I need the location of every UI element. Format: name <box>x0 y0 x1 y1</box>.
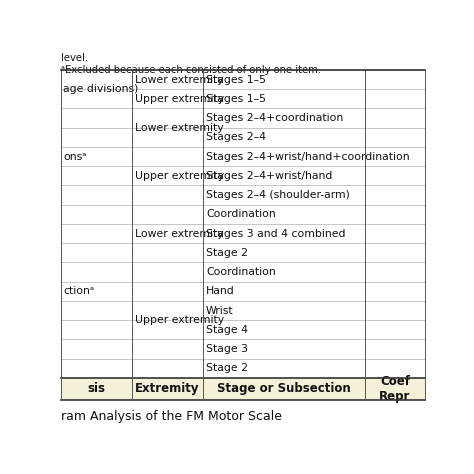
Text: ctionᵃ: ctionᵃ <box>63 286 94 296</box>
Text: Stage 2: Stage 2 <box>206 248 248 258</box>
Text: level.: level. <box>61 53 88 63</box>
Text: Coordination: Coordination <box>206 267 276 277</box>
Text: Stages 2–4+wrist/hand: Stages 2–4+wrist/hand <box>206 171 332 181</box>
Text: Lower extremity: Lower extremity <box>135 123 224 133</box>
Text: Stages 2–4: Stages 2–4 <box>206 132 266 142</box>
Text: Extremity: Extremity <box>135 382 200 395</box>
Text: Wrist: Wrist <box>206 306 234 316</box>
Text: sis: sis <box>87 382 105 395</box>
Text: ᵃExcluded because each consisted of only one item.: ᵃExcluded because each consisted of only… <box>61 65 321 75</box>
Text: Coef
Repr: Coef Repr <box>379 375 410 403</box>
Text: Stages 1–5: Stages 1–5 <box>206 74 266 84</box>
Text: Upper extremity: Upper extremity <box>135 171 224 181</box>
Text: Stage or Subsection: Stage or Subsection <box>217 382 351 395</box>
Text: Lower extremity: Lower extremity <box>135 228 224 238</box>
Text: Stage 2: Stage 2 <box>206 364 248 374</box>
Text: Upper extremity: Upper extremity <box>135 94 224 104</box>
Text: Stages 1–5: Stages 1–5 <box>206 94 266 104</box>
Text: Hand: Hand <box>206 286 235 296</box>
Text: Lower extremity: Lower extremity <box>135 74 224 84</box>
Text: ram Analysis of the FM Motor Scale: ram Analysis of the FM Motor Scale <box>61 410 282 422</box>
Text: Upper extremity: Upper extremity <box>135 315 224 325</box>
Text: Stages 2–4+wrist/hand+coordination: Stages 2–4+wrist/hand+coordination <box>206 152 410 162</box>
Text: Stages 3 and 4 combined: Stages 3 and 4 combined <box>206 228 346 238</box>
Text: Stages 2–4+coordination: Stages 2–4+coordination <box>206 113 343 123</box>
Text: Stage 4: Stage 4 <box>206 325 248 335</box>
Bar <box>61 378 425 400</box>
Text: Stages 2–4 (shoulder-arm): Stages 2–4 (shoulder-arm) <box>206 190 350 200</box>
Text: onsᵃ: onsᵃ <box>63 152 87 162</box>
Text: Coordination: Coordination <box>206 210 276 219</box>
Text: age divisions): age divisions) <box>63 84 138 94</box>
Text: Stage 3: Stage 3 <box>206 344 248 354</box>
